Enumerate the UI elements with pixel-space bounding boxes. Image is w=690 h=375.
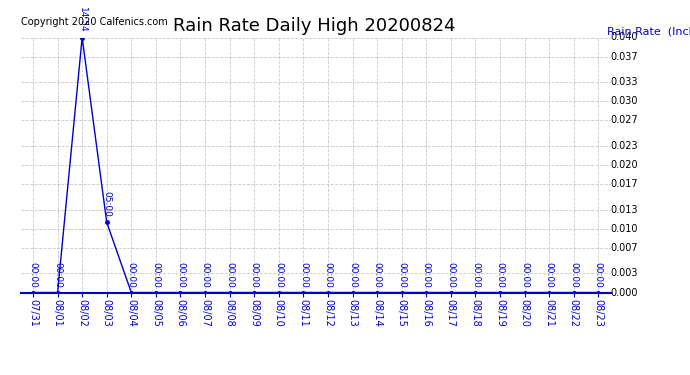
Text: 0.010: 0.010: [611, 224, 638, 234]
Text: 0.030: 0.030: [611, 96, 638, 106]
Text: 0.007: 0.007: [611, 243, 638, 253]
Text: 0.020: 0.020: [611, 160, 638, 170]
Text: 00:00: 00:00: [176, 261, 185, 287]
Text: 00:00: 00:00: [594, 261, 603, 287]
Text: 00:00: 00:00: [495, 261, 504, 287]
Text: 00:00: 00:00: [397, 261, 406, 287]
Text: 00:00: 00:00: [569, 261, 578, 287]
Text: 00:00: 00:00: [324, 261, 333, 287]
Text: 00:00: 00:00: [151, 261, 160, 287]
Text: 0.027: 0.027: [611, 116, 638, 125]
Text: 00:00: 00:00: [201, 261, 210, 287]
Text: 00:00: 00:00: [28, 261, 37, 287]
Text: 0.040: 0.040: [611, 33, 638, 42]
Text: 00:00: 00:00: [127, 261, 136, 287]
Text: 00:00: 00:00: [544, 261, 553, 287]
Text: 0.013: 0.013: [611, 205, 638, 214]
Text: 00:00: 00:00: [299, 261, 308, 287]
Text: 0.017: 0.017: [611, 179, 638, 189]
Text: 00:00: 00:00: [275, 261, 284, 287]
Text: 0.000: 0.000: [611, 288, 638, 297]
Text: 00:00: 00:00: [520, 261, 529, 287]
Text: 0.033: 0.033: [611, 77, 638, 87]
Text: 00:00: 00:00: [348, 261, 357, 287]
Text: 00:00: 00:00: [422, 261, 431, 287]
Text: 0.037: 0.037: [611, 52, 638, 62]
Text: 00:00: 00:00: [446, 261, 455, 287]
Text: 0.003: 0.003: [611, 268, 638, 278]
Text: 05:00: 05:00: [102, 191, 111, 217]
Text: 0.023: 0.023: [611, 141, 638, 151]
Text: 00:00: 00:00: [471, 261, 480, 287]
Text: Rain Rate Daily High 20200824: Rain Rate Daily High 20200824: [172, 17, 455, 35]
Text: Copyright 2020 Calfenics.com: Copyright 2020 Calfenics.com: [21, 17, 168, 27]
Text: Rain Rate  (Inches/Hour): Rain Rate (Inches/Hour): [607, 26, 690, 36]
Text: 14:54: 14:54: [78, 7, 87, 32]
Text: 00:00: 00:00: [225, 261, 234, 287]
Text: 00:00: 00:00: [250, 261, 259, 287]
Text: 00:00: 00:00: [373, 261, 382, 287]
Text: 00:00: 00:00: [53, 261, 62, 287]
